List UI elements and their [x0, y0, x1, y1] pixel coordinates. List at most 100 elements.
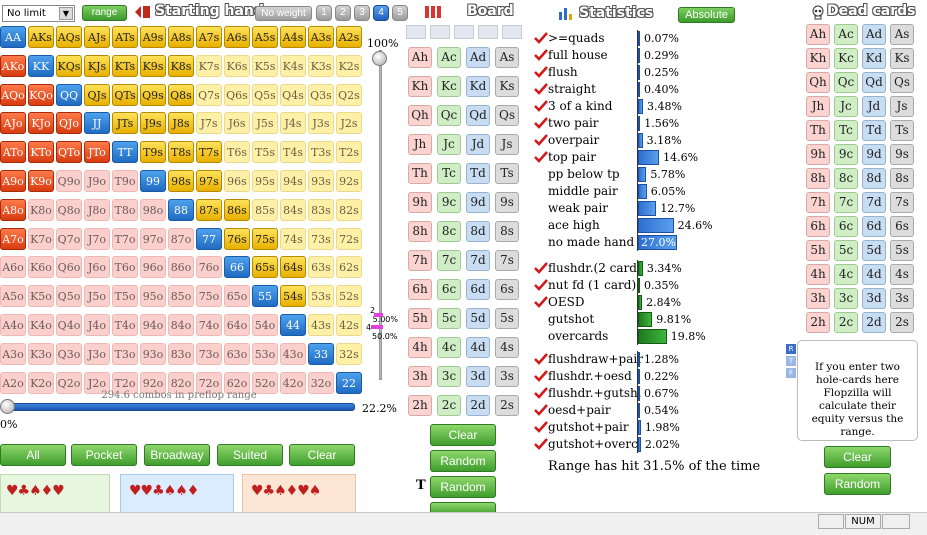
dead-card-Qd[interactable]: Qd [862, 72, 886, 93]
dead-clear-button[interactable]: Clear [824, 446, 891, 468]
check-icon[interactable] [534, 49, 548, 61]
hand-cell-ATo[interactable]: ATo [0, 141, 26, 164]
dead-card-9s[interactable]: 9s [890, 144, 914, 165]
hand-cell-32o[interactable]: 32o [308, 371, 334, 394]
hand-cell-Q9s[interactable]: Q9s [140, 83, 166, 106]
stat-label[interactable]: nut fd (1 card) [548, 278, 637, 292]
hand-cell-K9s[interactable]: K9s [140, 54, 166, 77]
dead-card-4s[interactable]: 4s [890, 264, 914, 285]
hand-cell-87o[interactable]: 87o [168, 227, 194, 250]
hand-cell-QJo[interactable]: QJo [56, 112, 82, 135]
hand-cell-76o[interactable]: 76o [196, 256, 222, 279]
board-card-8h[interactable]: 8h [408, 221, 432, 242]
hand-cell-42s[interactable]: 42s [336, 314, 362, 336]
hand-cell-T2o[interactable]: T2o [112, 371, 138, 394]
dead-card-5h[interactable]: 5h [806, 240, 830, 261]
hand-cell-K8s[interactable]: K8s [168, 54, 194, 77]
hand-cell-J6o[interactable]: J6o [84, 256, 110, 279]
board-card-Kd[interactable]: Kd [466, 76, 490, 97]
check-icon[interactable] [534, 83, 548, 95]
range-button-all[interactable]: All [0, 444, 66, 466]
preset-preview-2[interactable]: ♥♥♣♠♠♦ [120, 474, 234, 514]
dead-card-Kd[interactable]: Kd [862, 48, 886, 69]
hand-cell-J9s[interactable]: J9s [140, 112, 166, 135]
hand-cell-J5s[interactable]: J5s [252, 112, 278, 135]
board-slot-1[interactable] [406, 25, 426, 39]
board-card-9s[interactable]: 9s [495, 192, 519, 213]
board-card-Jh[interactable]: Jh [408, 134, 432, 155]
hand-cell-72o[interactable]: 72o [196, 371, 222, 394]
hand-cell-K7s[interactable]: K7s [196, 54, 222, 77]
preset-preview-3[interactable]: ♥♣♠♦♥♠ [242, 474, 356, 514]
hand-cell-AQo[interactable]: AQo [0, 83, 26, 106]
hand-cell-T8s[interactable]: T8s [168, 141, 194, 164]
hand-cell-83o[interactable]: 83o [168, 342, 194, 365]
check-icon[interactable] [534, 438, 548, 450]
f-icon[interactable]: F [786, 368, 796, 378]
hand-cell-J9o[interactable]: J9o [84, 170, 110, 192]
board-card-Kc[interactable]: Kc [437, 76, 461, 97]
hand-cell-A6s[interactable]: A6s [224, 26, 250, 48]
hand-cell-A5s[interactable]: A5s [252, 26, 278, 48]
hand-cell-T6s[interactable]: T6s [224, 141, 250, 164]
check-icon[interactable] [534, 262, 548, 274]
weight-vertical-slider[interactable] [379, 50, 382, 380]
board-card-Jd[interactable]: Jd [466, 134, 490, 155]
dead-card-Td[interactable]: Td [862, 120, 886, 141]
dead-card-2h[interactable]: 2h [806, 312, 830, 333]
stat-label[interactable]: OESD [548, 295, 585, 309]
hand-cell-K6s[interactable]: K6s [224, 54, 250, 77]
hand-cell-T7o[interactable]: T7o [112, 227, 138, 250]
dead-card-Qc[interactable]: Qc [834, 72, 858, 93]
hand-cell-Q7s[interactable]: Q7s [196, 83, 222, 106]
board-card-3h[interactable]: 3h [408, 366, 432, 387]
check-icon[interactable] [534, 404, 548, 416]
hand-cell-42o[interactable]: 42o [280, 371, 306, 394]
hand-cell-86s[interactable]: 86s [224, 198, 250, 221]
board-card-5s[interactable]: 5s [495, 308, 519, 329]
hand-cell-97o[interactable]: 97o [140, 227, 166, 250]
absolute-button[interactable]: Absolute [678, 7, 735, 23]
dead-card-8d[interactable]: 8d [862, 168, 886, 189]
board-slot-2[interactable] [430, 25, 450, 39]
hand-cell-94s[interactable]: 94s [280, 170, 306, 192]
dead-card-5c[interactable]: 5c [834, 240, 858, 261]
hand-cell-A9s[interactable]: A9s [140, 26, 166, 48]
dead-card-Ad[interactable]: Ad [862, 24, 886, 45]
dead-card-2c[interactable]: 2c [834, 312, 858, 333]
board-card-6c[interactable]: 6c [437, 279, 461, 300]
hand-cell-T2s[interactable]: T2s [336, 141, 362, 164]
hand-cell-J7s[interactable]: J7s [196, 112, 222, 135]
turn-random-button[interactable]: Random [430, 476, 496, 498]
dead-card-Tc[interactable]: Tc [834, 120, 858, 141]
board-card-3c[interactable]: 3c [437, 366, 461, 387]
hand-cell-Q5o[interactable]: Q5o [56, 285, 82, 308]
range-slider-track[interactable] [3, 403, 355, 411]
hand-cell-AKs[interactable]: AKs [28, 26, 54, 48]
check-icon[interactable] [534, 279, 548, 291]
hand-cell-Q3s[interactable]: Q3s [308, 83, 334, 106]
range-button-suited[interactable]: Suited [217, 444, 283, 466]
stat-label[interactable]: gutshot+overc. [548, 437, 642, 451]
hand-cell-A4o[interactable]: A4o [0, 314, 26, 336]
board-card-2h[interactable]: 2h [408, 395, 432, 416]
board-card-Qh[interactable]: Qh [408, 105, 432, 126]
board-slot-4[interactable] [478, 25, 498, 39]
check-icon[interactable] [534, 353, 548, 365]
board-card-As[interactable]: As [495, 47, 519, 68]
hand-cell-64o[interactable]: 64o [224, 314, 250, 336]
hand-cell-KTs[interactable]: KTs [112, 54, 138, 77]
hand-cell-75s[interactable]: 75s [252, 227, 278, 250]
dead-card-7s[interactable]: 7s [890, 192, 914, 213]
dead-card-9d[interactable]: 9d [862, 144, 886, 165]
dead-card-7h[interactable]: 7h [806, 192, 830, 213]
weight-button-5[interactable]: 5 [392, 5, 408, 21]
hand-cell-32s[interactable]: 32s [336, 342, 362, 365]
chevron-down-icon[interactable]: ▼ [59, 7, 73, 20]
check-icon[interactable] [534, 370, 548, 382]
dead-card-3d[interactable]: 3d [862, 288, 886, 309]
hand-cell-73o[interactable]: 73o [196, 342, 222, 365]
hand-cell-85s[interactable]: 85s [252, 198, 278, 221]
dead-card-6c[interactable]: 6c [834, 216, 858, 237]
dead-card-Ah[interactable]: Ah [806, 24, 830, 45]
